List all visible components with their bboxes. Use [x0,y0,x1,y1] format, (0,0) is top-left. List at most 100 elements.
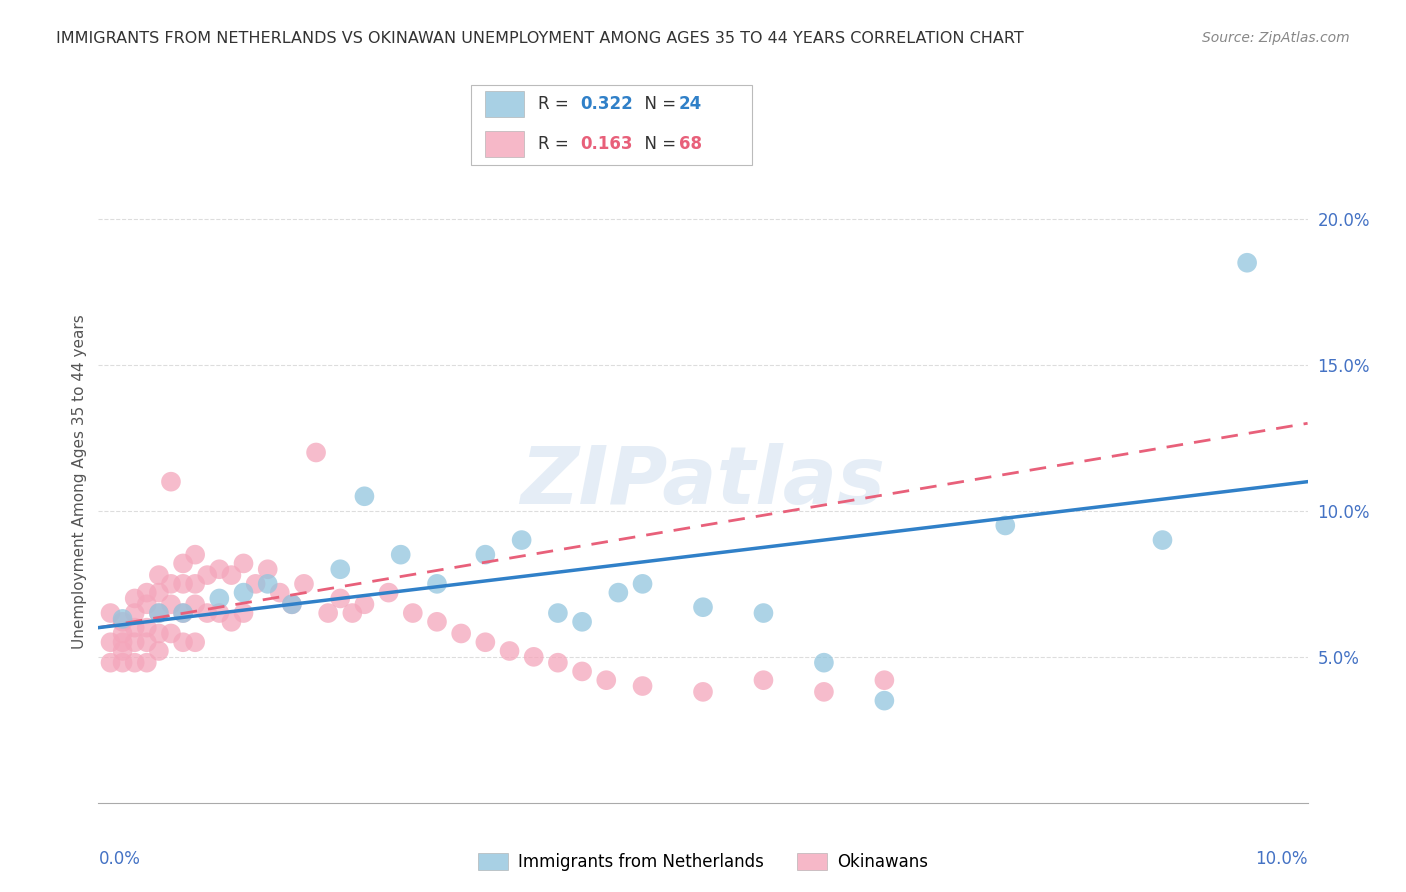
Point [160,475,183,489]
Point [184,635,207,649]
Text: N =: N = [634,95,682,113]
Point [148,626,170,640]
Point [498,644,520,658]
Point [607,585,630,599]
Point [571,665,593,679]
Point [269,585,291,599]
Point [184,548,207,562]
Point [221,568,243,582]
Point [124,606,146,620]
Point [111,615,134,629]
Point [450,626,472,640]
Point [426,615,449,629]
Text: 0.0%: 0.0% [98,849,141,868]
Point [281,597,304,611]
Point [208,562,231,576]
Point [813,685,835,699]
Point [100,635,122,649]
Point [135,621,157,635]
Point [631,679,654,693]
Point [994,518,1017,533]
Legend: Immigrants from Netherlands, Okinawans: Immigrants from Netherlands, Okinawans [471,847,935,878]
Text: 0.322: 0.322 [581,95,634,113]
Point [232,557,254,571]
Point [256,577,278,591]
Text: 68: 68 [679,135,702,153]
Point [595,673,617,688]
Point [100,656,122,670]
Point [124,621,146,635]
Point [426,577,449,591]
Point [873,693,896,707]
Point [377,585,399,599]
Point [172,635,194,649]
Point [160,597,183,611]
Point [752,606,775,620]
Point [111,626,134,640]
Point [232,585,254,599]
Point [111,612,134,626]
Text: IMMIGRANTS FROM NETHERLANDS VS OKINAWAN UNEMPLOYMENT AMONG AGES 35 TO 44 YEARS C: IMMIGRANTS FROM NETHERLANDS VS OKINAWAN … [56,31,1024,46]
Point [148,644,170,658]
Point [1152,533,1174,547]
Point [111,635,134,649]
Point [474,548,496,562]
Text: ZIPatlas: ZIPatlas [520,442,886,521]
Point [631,577,654,591]
Point [135,597,157,611]
Point [281,597,304,611]
Point [124,656,146,670]
Text: R =: R = [538,95,575,113]
Point [523,649,546,664]
Point [195,568,218,582]
Point [547,656,569,670]
Point [474,635,496,649]
Point [172,606,194,620]
Point [172,606,194,620]
Point [692,685,714,699]
Point [305,445,328,459]
Point [402,606,425,620]
Point [389,548,412,562]
Point [256,562,278,576]
Y-axis label: Unemployment Among Ages 35 to 44 years: Unemployment Among Ages 35 to 44 years [72,314,87,649]
Point [195,606,218,620]
Text: 24: 24 [679,95,703,113]
Text: Source: ZipAtlas.com: Source: ZipAtlas.com [1202,31,1350,45]
Point [100,606,122,620]
Point [316,606,339,620]
Point [148,585,170,599]
Point [329,591,352,606]
Point [148,606,170,620]
Point [172,557,194,571]
Point [353,489,375,503]
Point [232,606,254,620]
Point [547,606,569,620]
Point [184,597,207,611]
Point [160,626,183,640]
Point [148,606,170,620]
Point [752,673,775,688]
Text: 10.0%: 10.0% [1256,849,1308,868]
Text: 0.163: 0.163 [581,135,633,153]
Point [353,597,375,611]
Point [124,635,146,649]
Point [510,533,533,547]
Point [342,606,364,620]
Point [111,656,134,670]
Point [172,577,194,591]
Point [160,577,183,591]
Point [221,615,243,629]
Point [135,585,157,599]
Point [208,591,231,606]
Point [111,644,134,658]
Point [135,635,157,649]
Point [245,577,267,591]
Point [148,568,170,582]
Point [292,577,315,591]
Point [135,656,157,670]
Point [571,615,593,629]
Point [329,562,352,576]
Point [813,656,835,670]
Text: N =: N = [634,135,682,153]
